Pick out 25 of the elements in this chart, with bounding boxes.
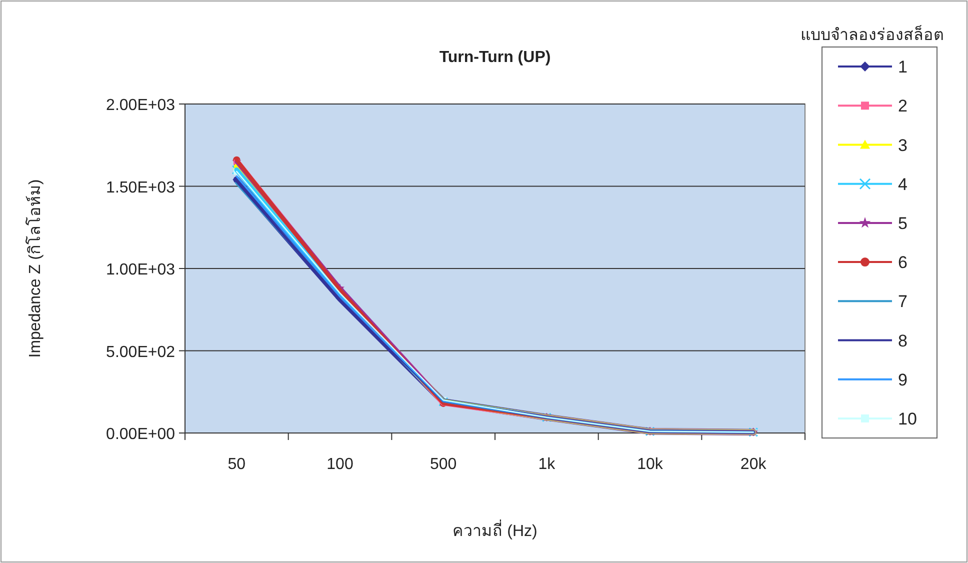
legend-label: 8 <box>898 331 908 350</box>
legend-title: แบบจำลองร่องสล็อต <box>800 24 944 44</box>
legend-label: 3 <box>898 136 908 155</box>
legend-label: 2 <box>898 96 908 116</box>
legend-label: 10 <box>898 409 917 428</box>
y-tick-label: 1.00E+03 <box>106 262 176 278</box>
legend-label: 4 <box>898 174 908 194</box>
x-tick-label: 50 <box>228 456 246 473</box>
chart-title: Turn-Turn (UP) <box>439 49 551 66</box>
y-axis-title: Impedance Z (กิโลโอห์ม) <box>25 179 44 358</box>
x-tick-label: 1k <box>538 456 556 473</box>
legend-label: 5 <box>898 214 908 233</box>
y-tick-label: 1.50E+03 <box>106 179 176 196</box>
x-tick-label: 500 <box>430 456 457 473</box>
x-tick-label: 100 <box>326 456 354 473</box>
legend-label: 6 <box>898 253 908 272</box>
legend-label: 1 <box>898 58 908 77</box>
legend-label: 9 <box>898 370 908 390</box>
x-axis-title: ความถี่ (Hz) <box>452 519 538 540</box>
y-tick-label: 5.00E+02 <box>106 344 176 361</box>
x-tick-label: 10k <box>637 456 664 473</box>
x-tick-label: 20k <box>740 456 768 473</box>
y-tick-label: 2.00E+03 <box>106 97 176 114</box>
legend-label: 7 <box>898 292 908 312</box>
y-tick-label: 0.00E+00 <box>106 426 176 443</box>
